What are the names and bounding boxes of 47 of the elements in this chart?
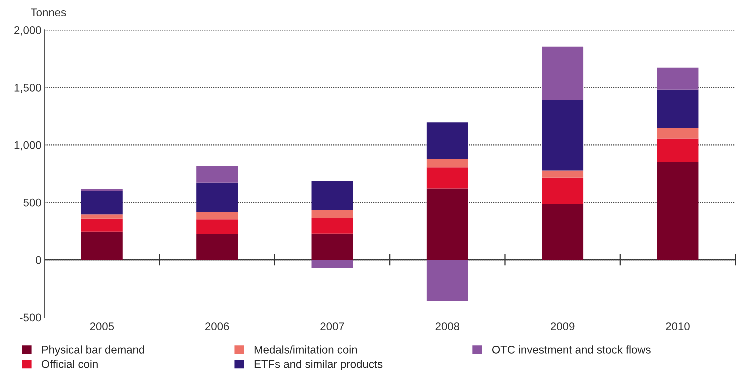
bar [657,90,699,128]
bar [542,46,584,100]
bar [542,170,584,178]
bar [196,234,238,260]
y-tick-label: 1,500 [14,84,42,94]
x-tick-label: 2006 [206,322,230,331]
legend-label: Medals/imitation coin [254,346,358,354]
legend-label: ETFs and similar products [254,360,383,370]
bar [81,191,123,215]
x-tick-label: 2008 [436,322,460,331]
bar [542,178,584,204]
y-axis-title: Tonnes [31,8,66,17]
bar [542,204,584,260]
bar [657,162,699,260]
bar [426,159,468,168]
legend-label: Official coin [42,360,98,368]
bar [196,212,238,220]
y-tick-label: 2,000 [14,26,42,36]
bar [312,210,354,218]
legend-label: OTC investment and stock flows [492,346,651,354]
bar [426,122,468,160]
bar [196,220,238,234]
bar [312,260,354,268]
y-tick-label: 1,000 [14,141,42,151]
bar [81,218,123,232]
bar [81,214,123,219]
bar [196,182,238,212]
bar [196,166,238,183]
x-tick-label: 2010 [666,322,690,331]
bar [657,68,699,90]
bar [426,260,468,302]
bar [312,181,354,210]
y-tick-label: 500 [24,198,42,207]
bar [312,234,354,260]
bar [426,168,468,189]
y-tick-label: 0 [36,256,42,264]
bar [426,188,468,260]
x-tick-label: 2007 [320,322,344,331]
bar [312,218,354,234]
bar [542,100,584,171]
x-tick-label: 2005 [90,322,114,331]
bar [657,128,699,139]
y-tick-label: -500 [20,314,42,322]
bar [81,232,123,260]
bar [657,138,699,163]
x-tick-label: 2009 [551,322,575,331]
legend-label: Physical bar demand [42,346,144,356]
